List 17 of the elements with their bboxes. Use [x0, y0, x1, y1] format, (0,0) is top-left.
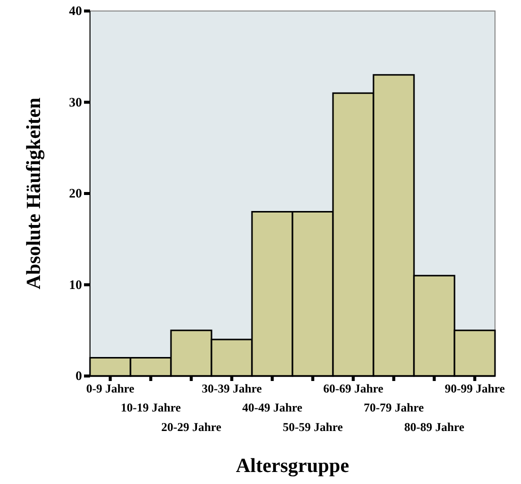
x-tick-label: 10-19 Jahre — [120, 400, 182, 415]
y-tick-label: 20 — [69, 186, 82, 201]
x-tick-label: 20-29 Jahre — [161, 420, 222, 434]
y-tick-label: 30 — [69, 94, 82, 110]
x-tick-label: 60-69 Jahre — [323, 382, 384, 396]
x-tick-label: 50-59 Jahre — [282, 420, 344, 434]
y-tick-label: 10 — [69, 276, 82, 292]
y-tick-label: 40 — [69, 3, 82, 18]
x-tick-label: 30-39 Jahre — [202, 382, 262, 396]
x-tick-label: 40-49 Jahre — [242, 400, 303, 415]
y-tick-label: 0 — [76, 368, 82, 384]
x-tick-label: 70-79 Jahre — [364, 400, 424, 415]
x-tick-label: 90-99 Jahre — [444, 382, 506, 396]
x-tick-label: 80-89 Jahre — [404, 420, 465, 434]
x-tick-label: 0-9 Jahre — [86, 382, 135, 396]
y-axis-title: Absolute Häufigkeiten — [23, 98, 45, 290]
x-axis-title: Altersgruppe — [236, 455, 350, 477]
